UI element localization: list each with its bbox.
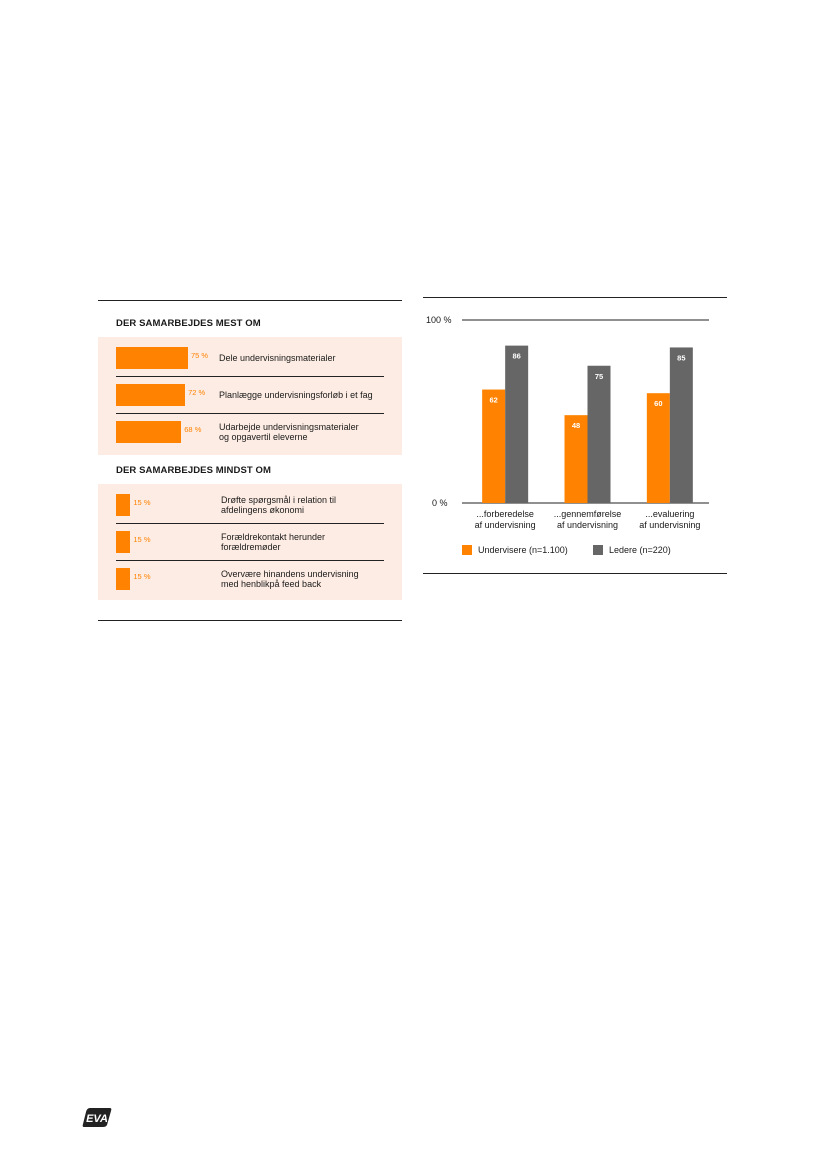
most-bar: [116, 384, 186, 406]
bar-ledere: [669, 347, 693, 503]
most-row: 68 % Udarbejde undervisningsmaterialer og…: [116, 414, 384, 450]
legend-item-ledere: Ledere (n=220): [593, 545, 671, 555]
least-panel: 15 % Drøfte spørgsmål i relation til afde…: [98, 484, 402, 600]
bar-undervisere: [482, 389, 506, 503]
bar-data-label: 85: [677, 353, 685, 362]
least-pct-label: 15 %: [133, 535, 151, 544]
legend-item-undervisere: Undervisere (n=1.100): [462, 545, 568, 555]
most-item-label: Udarbejde undervisningsmaterialer og opg…: [219, 421, 359, 443]
x-category-label: ...forberedelse: [476, 509, 534, 519]
top-rule-left: [98, 300, 402, 301]
most-item-label: Dele undervisningsmaterialer: [219, 352, 336, 363]
most-bar: [116, 347, 188, 369]
legend-swatch-ledere: [593, 545, 603, 555]
most-row: 72 % Planlægge undervisningsforløb i et f…: [116, 377, 384, 414]
least-item-label: Drøfte spørgsmål i relation til afdeling…: [221, 494, 337, 516]
least-row: 15 % Forældrekontakt herunder forældremød…: [116, 524, 384, 561]
most-bar: [116, 421, 182, 443]
bar-undervisere: [646, 393, 670, 503]
y-tick-label: 100 %: [426, 315, 452, 325]
least-item-label: Overvære hinandens undervisning med henb…: [221, 568, 359, 590]
bottom-rule-right: [423, 573, 727, 574]
x-category-label: af undervisning: [475, 520, 536, 530]
bar-data-label: 75: [595, 372, 603, 381]
bar-data-label: 62: [489, 396, 497, 405]
bar-ledere: [505, 345, 529, 503]
bottom-rule-left: [98, 620, 402, 621]
eva-logo: EVA: [82, 1108, 112, 1127]
legend-swatch-undervisere: [462, 545, 472, 555]
least-row-separator: [116, 523, 384, 524]
least-pct-label: 15 %: [133, 498, 151, 507]
x-category-label: af undervisning: [557, 520, 618, 530]
least-title: DER SAMARBEJDES MINDST OM: [116, 465, 272, 476]
least-item-label: Forældrekontakt herunder forældremøder: [221, 531, 326, 553]
most-pct-label: 72 %: [188, 388, 206, 397]
most-pct-label: 68 %: [184, 425, 202, 434]
bar-ledere: [587, 365, 611, 503]
least-row: 15 % Overvære hinandens undervisning med …: [116, 561, 384, 597]
bar-data-label: 60: [654, 399, 662, 408]
most-row: 75 % Dele undervisningsmaterialer: [116, 340, 384, 377]
top-rule-right: [423, 297, 727, 298]
y-tick-label: 0 %: [432, 498, 448, 508]
legend-label-ledere: Ledere (n=220): [609, 545, 671, 555]
x-category-label: ...evaluering: [645, 509, 694, 519]
least-pct-label: 15 %: [133, 572, 151, 581]
most-row-separator: [116, 376, 384, 377]
svg-text:EVA: EVA: [86, 1113, 108, 1125]
least-row-separator: [116, 560, 384, 561]
x-category-label: ...gennemførelse: [554, 509, 622, 519]
bar-data-label: 86: [512, 352, 520, 361]
least-bar: [116, 531, 131, 553]
least-bar: [116, 494, 131, 516]
most-row-separator: [116, 413, 384, 414]
x-category-label: af undervisning: [639, 520, 700, 530]
most-item-label: Planlægge undervisningsforløb i et fag: [219, 389, 373, 400]
least-row: 15 % Drøfte spørgsmål i relation til afde…: [116, 487, 384, 524]
most-panel: 75 % Dele undervisningsmaterialer 72 % Plan…: [98, 337, 402, 455]
most-pct-label: 75 %: [191, 351, 209, 360]
bar-undervisere: [564, 415, 588, 503]
bar-data-label: 48: [572, 421, 580, 430]
least-bar: [116, 568, 131, 590]
most-title: DER SAMARBEJDES MEST OM: [116, 318, 261, 329]
legend-label-undervisere: Undervisere (n=1.100): [478, 545, 568, 555]
